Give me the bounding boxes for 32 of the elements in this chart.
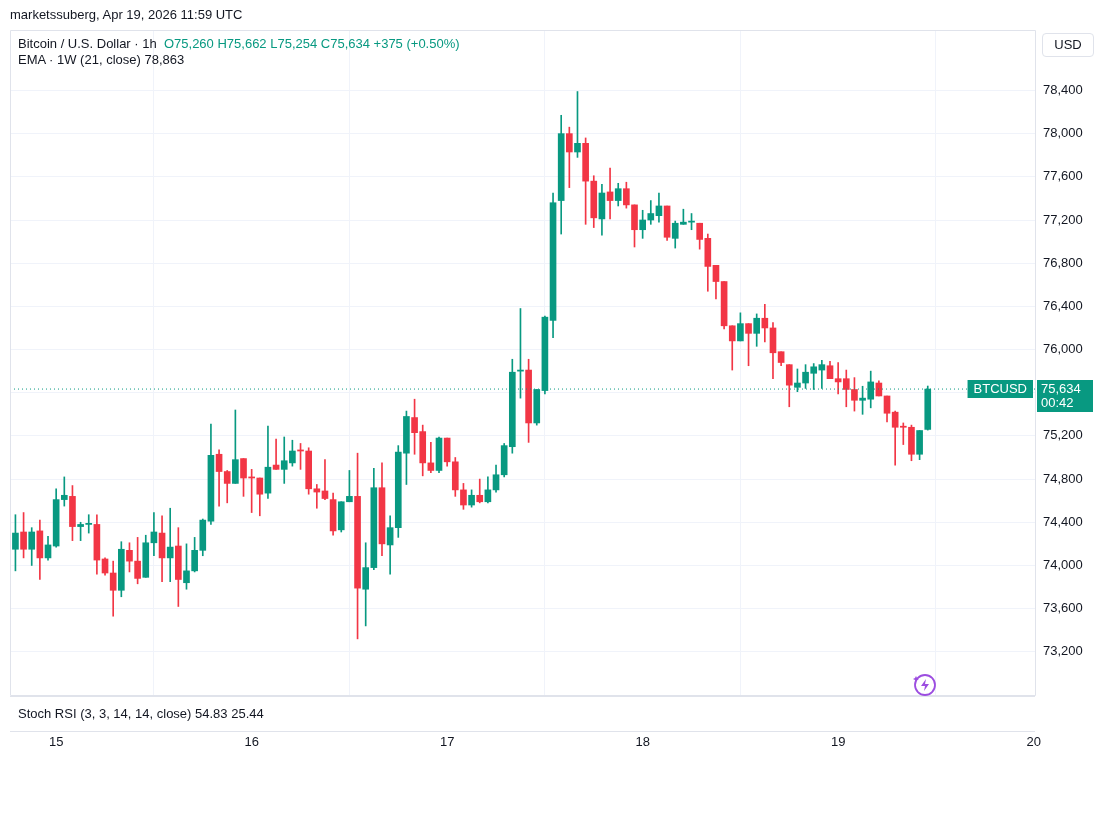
annotation: EMA · 1W (21, close) 78,863 <box>18 52 185 67</box>
y-tick-label: 76,400 <box>1043 297 1083 313</box>
text: Stoch RSI (3, 3, 14, 14, close) 54.83 25.44 <box>18 706 264 721</box>
y-axis-title: USD <box>1042 33 1094 57</box>
y-tick-label: 78,000 <box>1043 125 1083 141</box>
text: 00:42 <box>1041 394 1074 410</box>
text: Bitcoin / U.S. Dollar · 1h <box>18 36 157 51</box>
y-tick-label: 75,200 <box>1043 427 1083 443</box>
candlestick <box>60 476 68 507</box>
x-tick-label: 16 <box>244 734 259 750</box>
text: marketssuberg, Apr 19, 2026 11:59 UTC <box>10 7 243 22</box>
candlestick <box>272 438 280 470</box>
y-tick-label: 77,200 <box>1043 211 1083 227</box>
x-tick-label: 18 <box>635 734 650 750</box>
y-tick-label: 73,200 <box>1043 643 1083 659</box>
candlestick <box>834 362 842 395</box>
y-tick-label: 78,400 <box>1043 82 1083 98</box>
y-tick-label: 74,400 <box>1043 513 1083 529</box>
y-tick-label: 73,600 <box>1043 600 1083 616</box>
y-tick-label: 74,800 <box>1043 470 1083 486</box>
x-tick-label: 15 <box>48 734 64 750</box>
candlestick <box>166 507 174 582</box>
x-tick-label: 20 <box>1026 734 1041 750</box>
x-tick-label: 17 <box>439 734 455 750</box>
y-tick-label: 77,600 <box>1043 168 1083 184</box>
text: 75,634 <box>1041 380 1081 396</box>
y-tick-label: 76,800 <box>1043 254 1083 270</box>
y-tick-label: 76,000 <box>1043 341 1083 357</box>
x-tick-label: 19 <box>830 734 846 750</box>
ref-line-label: BTCUSD <box>973 380 1028 396</box>
y-tick-label: 74,000 <box>1043 557 1083 573</box>
annotation: O75,260 H75,662 L75,254 C75,634 +375 (+0.50%) <box>163 36 460 51</box>
